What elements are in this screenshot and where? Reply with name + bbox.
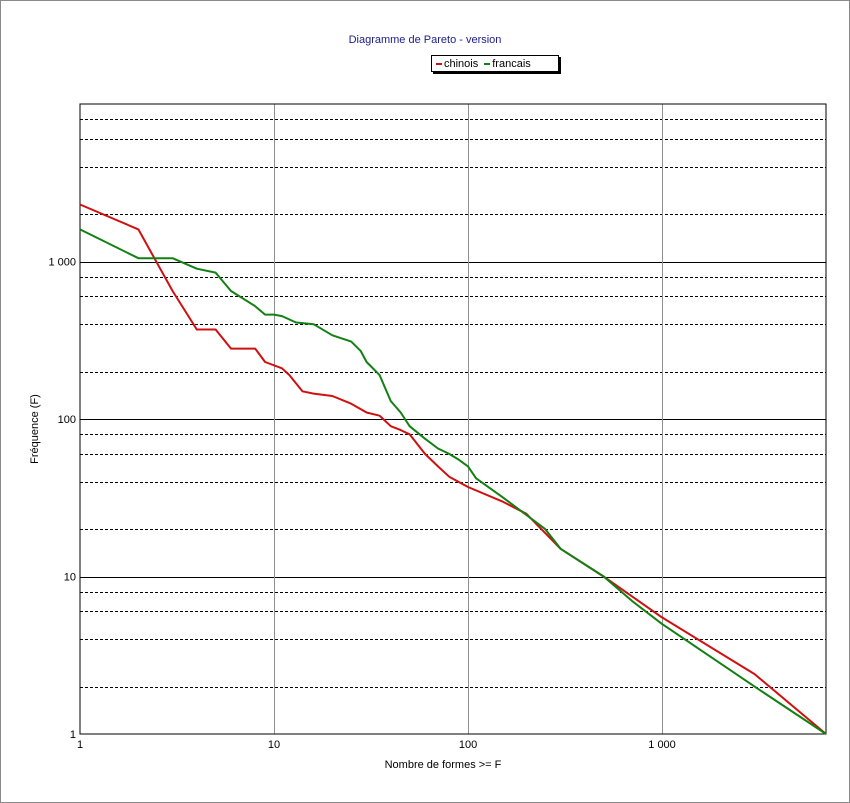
series-line-francais (79, 228, 827, 735)
x-axis-label: Nombre de formes >= F (385, 759, 502, 771)
chart-title: Diagramme de Pareto - version (348, 34, 502, 46)
x-tick-label: 10 (268, 739, 280, 751)
series-layer (79, 203, 827, 735)
y-tick-label: 1 (70, 729, 76, 741)
legend-swatch-francais (484, 62, 491, 65)
y-tick-label: 10 (64, 572, 76, 584)
legend-label-francais: francais (492, 57, 531, 70)
chart-legend: chinois francais (431, 55, 559, 72)
y-axis-ticks: 1 10 100 1 000 (48, 257, 76, 742)
legend-label-chinois: chinois (444, 57, 479, 70)
series-line-chinois (79, 203, 827, 735)
x-tick-label: 100 (459, 739, 477, 751)
plot-area (79, 103, 827, 735)
legend-swatch-chinois (436, 62, 442, 65)
major-gridlines (80, 104, 826, 734)
legend-item-francais: francais (484, 58, 531, 70)
x-tick-label: 1 000 (648, 739, 676, 751)
y-tick-label: 100 (58, 414, 76, 426)
y-axis-label: Fréquence (F) (29, 394, 41, 464)
y-tick-label: 1 000 (48, 257, 76, 269)
x-axis-ticks: 1 10 100 1 000 (77, 739, 676, 751)
legend-item-chinois: chinois (436, 58, 478, 70)
x-tick-label: 1 (77, 739, 83, 751)
minor-gridlines (80, 119, 826, 688)
